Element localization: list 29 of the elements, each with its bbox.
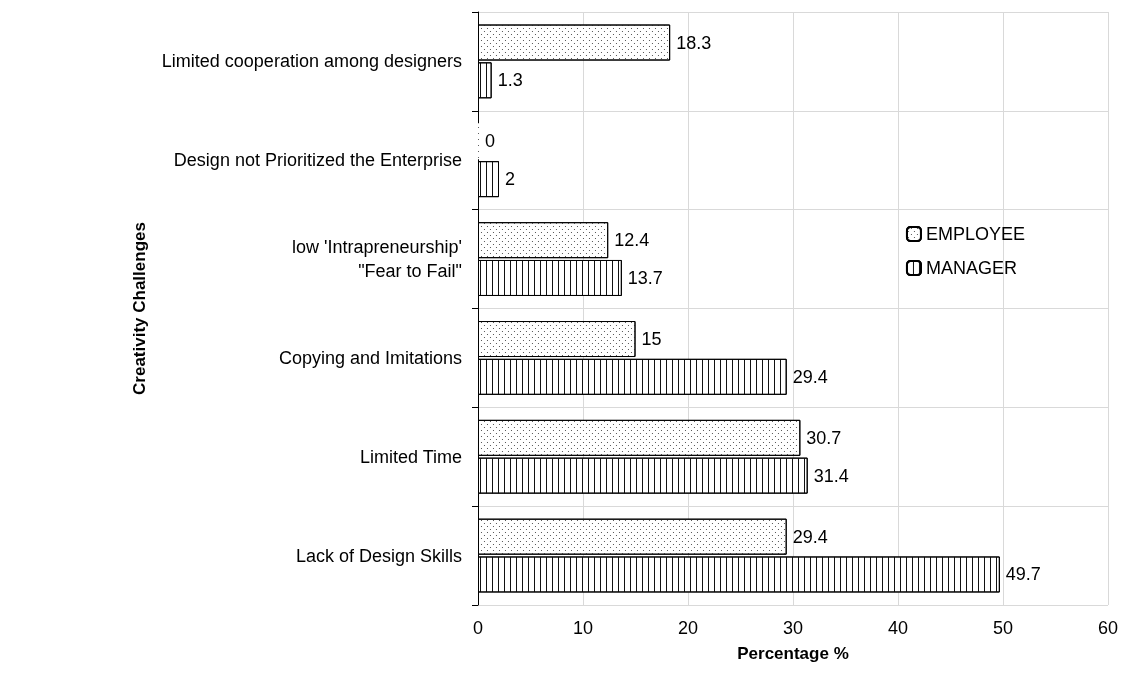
data-label: 30.7 [806, 427, 842, 448]
x-tick-label: 30 [782, 618, 804, 638]
data-label: 1.3 [497, 70, 523, 91]
x-tick-label: 20 [677, 618, 699, 638]
y-tick-label: Lack of Design Skills [295, 545, 462, 566]
legend-label: EMPLOYEE [925, 224, 1026, 244]
data-label: 31.4 [813, 465, 849, 486]
data-label: 29.4 [792, 366, 828, 387]
legend-label: MANAGER [925, 258, 1017, 278]
y-axis-title: Creativity Challenges [130, 222, 149, 395]
data-label: 13.7 [627, 267, 663, 288]
data-label: 12.4 [614, 230, 650, 251]
y-tick-label: Limited cooperation among designers [161, 51, 462, 72]
x-tick-label: 10 [572, 618, 594, 638]
y-tick-label: low 'Intrapreneurship' "Fear to Fail" [292, 237, 462, 282]
x-tick-label: 60 [1097, 618, 1119, 638]
data-label: 0 [485, 131, 496, 152]
x-axis-title: Percentage % [737, 644, 849, 663]
x-tick-label: 50 [992, 618, 1014, 638]
data-label: 49.7 [1005, 564, 1041, 585]
x-tick-label: 40 [887, 618, 909, 638]
data-label: 18.3 [676, 32, 712, 53]
y-tick-label: Design not Prioritized the Enterprise [173, 150, 462, 171]
data-label: 29.4 [792, 526, 828, 547]
data-label: 2 [505, 169, 516, 190]
y-tick-label: Limited Time [359, 446, 462, 467]
x-tick-label: 0 [472, 618, 484, 638]
data-label: 15 [641, 329, 662, 350]
y-tick-label: Copying and Imitations [278, 347, 462, 368]
